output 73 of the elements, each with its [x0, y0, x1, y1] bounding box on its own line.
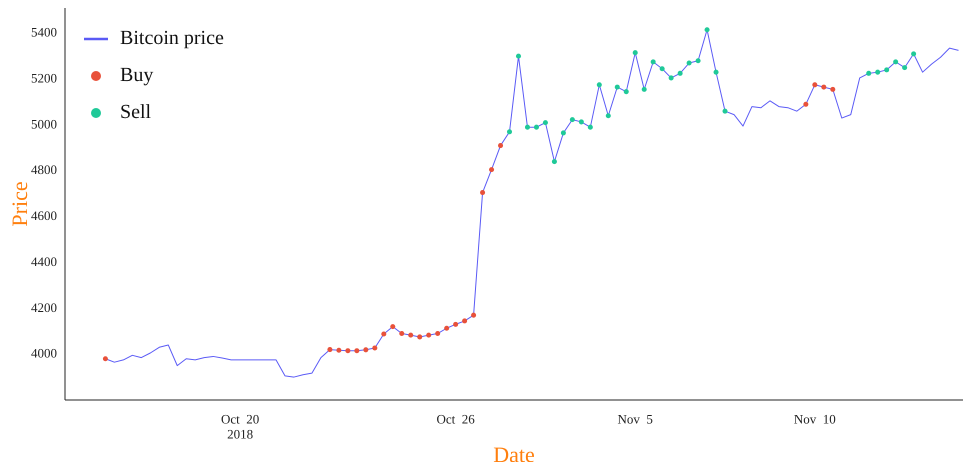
- point: [327, 347, 332, 352]
- point: [426, 332, 432, 338]
- point: [498, 143, 504, 148]
- point: [435, 331, 440, 336]
- point: [596, 82, 602, 88]
- y-tick-label: 4000: [31, 346, 57, 361]
- point: [336, 348, 342, 353]
- point: [578, 119, 584, 124]
- x-axis-title: Date: [493, 442, 535, 462]
- point: [471, 312, 476, 318]
- point: [453, 322, 458, 327]
- point: [821, 84, 826, 90]
- point: [552, 159, 557, 164]
- x-tick-label: Oct 20 2018: [220, 412, 260, 442]
- y-tick-label: 4800: [31, 162, 57, 178]
- point: [803, 102, 808, 107]
- point: [668, 75, 674, 80]
- point: [345, 348, 350, 354]
- point: [704, 27, 710, 32]
- point: [462, 318, 468, 324]
- point: [417, 334, 422, 340]
- legend-label: Sell: [120, 101, 152, 124]
- x-tick-label: Nov 5: [618, 412, 653, 427]
- point: [830, 86, 836, 92]
- point: [696, 58, 701, 64]
- point: [381, 331, 386, 336]
- y-axis-title: Price: [6, 181, 32, 227]
- point: [102, 356, 108, 362]
- point: [714, 70, 719, 75]
- point: [678, 70, 683, 76]
- point: [911, 51, 916, 56]
- legend-label: Bitcoin price: [120, 27, 224, 50]
- point: [480, 190, 486, 196]
- point: [588, 124, 593, 130]
- point: [686, 60, 692, 66]
- y-tick-label: 4200: [31, 300, 57, 315]
- point: [408, 332, 414, 338]
- x-tick-label: Nov 10: [794, 412, 836, 427]
- y-tick-label: 5000: [31, 116, 57, 132]
- point: [884, 67, 890, 72]
- point: [812, 82, 818, 88]
- y-tick-label: 4400: [31, 254, 57, 269]
- point: [399, 331, 404, 336]
- point: [506, 129, 512, 134]
- point: [606, 113, 611, 118]
- point: [560, 130, 566, 136]
- point: [570, 117, 575, 122]
- point: [516, 54, 522, 59]
- point: [372, 345, 378, 350]
- legend-label: Buy: [120, 64, 154, 87]
- point: [390, 324, 396, 330]
- y-tick-label: 4600: [31, 208, 57, 224]
- point: [542, 120, 548, 126]
- point: [524, 124, 530, 130]
- point: [354, 348, 360, 354]
- y-tick-label: 5400: [31, 24, 57, 40]
- point: [489, 167, 494, 172]
- point: [902, 65, 908, 70]
- point: [363, 347, 368, 352]
- y-tick-label: 5200: [31, 70, 57, 86]
- point: [722, 108, 728, 114]
- point: [534, 124, 539, 130]
- point: [875, 70, 880, 75]
- point: [444, 326, 450, 331]
- point: [893, 59, 898, 64]
- point: [642, 86, 647, 92]
- point: [660, 66, 665, 72]
- point: [632, 50, 638, 56]
- point: [614, 84, 620, 90]
- point: [624, 89, 629, 94]
- point: [650, 59, 656, 64]
- point: [866, 70, 872, 76]
- x-tick-label: Oct 26: [436, 412, 476, 427]
